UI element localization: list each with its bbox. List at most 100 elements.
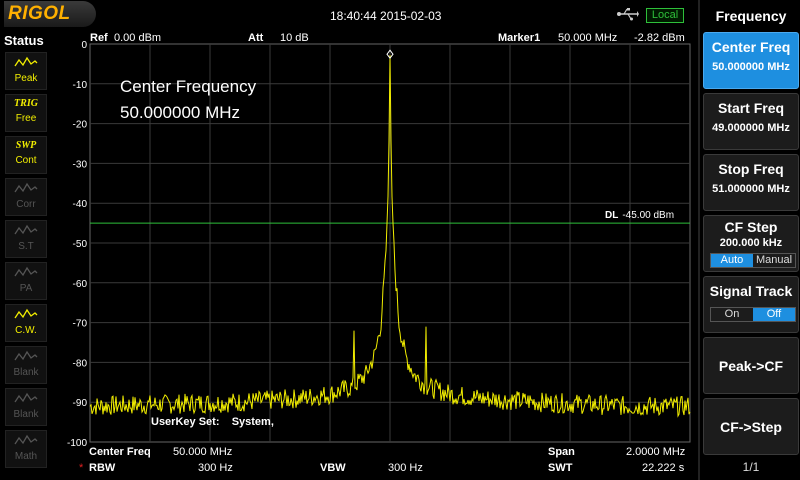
ref-value: 0.00 dBm [114,32,162,44]
display-line-label: DL -45.00 dBm [605,210,674,221]
spectrum-chart: 0 -10 -20 -30 -40 -50 -60 -70 -80 -90 -100 DL -45.00… [67,40,691,449]
stop-freq-button[interactable]: Stop Freq 51.000000 MHz [703,154,799,211]
peak-to-cf-label: Peak->CF [718,358,784,374]
corr-icon [6,181,46,199]
marker-1-diamond [386,49,394,60]
status-label: Blank [13,367,39,378]
status-cont-indicator: SWP Cont [5,136,47,174]
status-s-t-indicator: S.T [5,220,47,258]
status-blank-indicator: Blank [5,388,47,426]
status-title: Status [4,33,44,48]
y-tick-label: -20 [73,120,88,131]
cf-step-auto-option[interactable]: Auto [711,254,753,267]
y-tick-label: -80 [73,358,88,369]
cf-to-step-button[interactable]: CF->Step [703,398,799,455]
y-tick-label: -30 [73,159,88,170]
rbw-manual-asterisk: * [79,462,84,474]
y-tick-label: -40 [73,199,88,210]
ref-label: Ref [90,32,108,44]
signal-track-on-option[interactable]: On [724,308,740,320]
trace-icon [6,349,46,367]
start-freq-button[interactable]: Start Freq 49.000000 MHz [703,93,799,150]
cf-step-manual-option[interactable]: Manual [755,254,793,266]
signal-track-off-option[interactable]: Off [753,308,795,321]
header-row: Ref 0.00 dBm Att 10 dB Marker1 50.000 MH… [88,32,692,46]
frequency-menu: Frequency Center Freq 50.000000 MHz Star… [698,0,800,480]
cf-step-mode-toggle[interactable]: Auto Manual [710,253,796,268]
trace-1 [89,55,691,418]
vbw-value: 300 Hz [388,462,423,474]
cf-to-step-label: CF->Step [720,419,782,435]
spectrum-display: 0 -10 -20 -30 -40 -50 -60 -70 -80 -90 -100 DL -45.00… [50,30,698,480]
cf-step-button-label: CF Step [724,219,778,235]
cf-step-button-value: 200.000 kHz [719,237,783,249]
start-freq-button-value: 49.000000 MHz [712,122,790,134]
y-tick-label: -100 [67,438,87,449]
rbw-value: 300 Hz [198,462,233,474]
y-tick-label: -70 [73,319,88,330]
trace-icon [6,391,46,409]
vbw-label: VBW [320,462,346,474]
status-label: Math [14,451,38,462]
marker-level: -2.82 dBm [634,32,685,44]
att-label: Att [248,32,264,44]
top-bar: RIGOL 18:40:44 2015-02-03 Local [0,0,698,30]
center-freq-label: Center Freq [89,446,151,458]
rigol-logo: RIGOL [4,1,96,27]
trig-tag: TRIG [14,98,38,109]
status-blank-indicator: Blank [5,346,47,384]
brand-text: RIGOL [8,3,71,24]
signal-track-button-label: Signal Track [709,283,793,299]
status-label: Blank [13,409,39,420]
span-label: Span [548,446,575,458]
status-label: Free [15,113,37,124]
span-value: 2.0000 MHz [626,446,686,458]
cw-icon [6,307,46,325]
stop-freq-button-value: 51.000000 MHz [712,183,790,195]
y-tick-label: 0 [81,40,87,51]
footer-params: Center Freq 50.000 MHz Span 2.0000 MHz *… [79,444,692,478]
status-label: Corr [16,199,36,210]
swt-value: 22.222 s [642,462,685,474]
peak-icon [6,55,46,73]
signal-track-button[interactable]: Signal Track On Off [703,276,799,333]
center-freq-button-value: 50.000000 MHz [712,61,790,73]
status-panel: Status Peak TRIG Free SWP Cont Corr S.T PA C.W. B… [0,30,50,480]
local-badge[interactable]: Local [646,8,684,23]
y-tick-label: -50 [73,239,88,250]
y-tick-label: -10 [73,80,88,91]
menu-title: Frequency [715,8,787,24]
status-c-w-indicator: C.W. [5,304,47,342]
start-freq-button-label: Start Freq [717,100,785,116]
center-freq-button[interactable]: Center Freq 50.000000 MHz [703,32,799,89]
status-math-indicator: Math [5,430,47,468]
cf-step-button[interactable]: CF Step 200.000 kHz Auto Manual [703,215,799,272]
status-label: S.T [18,241,34,252]
center-freq-value: 50.000 MHz [173,446,233,458]
swp-tag: SWP [15,140,37,151]
status-free-indicator: TRIG Free [5,94,47,132]
page-indicator: 1/1 [742,460,760,474]
marker-label: Marker1 [498,32,541,44]
status-pa-indicator: PA [5,262,47,300]
stop-freq-button-label: Stop Freq [718,161,784,177]
signal-track-toggle[interactable]: On Off [710,307,796,322]
att-value: 10 dB [280,32,309,44]
status-label: Peak [14,73,38,84]
peak-to-cf-button[interactable]: Peak->CF [703,337,799,394]
source-tracking-icon [6,223,46,241]
status-label: C.W. [15,325,37,336]
swt-label: SWT [548,462,573,474]
dl-value: -45.00 dBm [622,210,674,221]
status-corr-indicator: Corr [5,178,47,216]
math-icon [6,433,46,451]
usb-icon [617,8,639,21]
center-freq-button-label: Center Freq [711,39,791,55]
y-tick-label: -90 [73,398,88,409]
status-label: Cont [15,155,37,166]
date-time: 18:40:44 2015-02-03 [330,9,442,23]
overlay-center-frequency-value: 50.000000 MHz [120,103,240,122]
preamp-icon [6,265,46,283]
y-tick-label: -60 [73,279,88,290]
status-label: PA [19,283,33,294]
